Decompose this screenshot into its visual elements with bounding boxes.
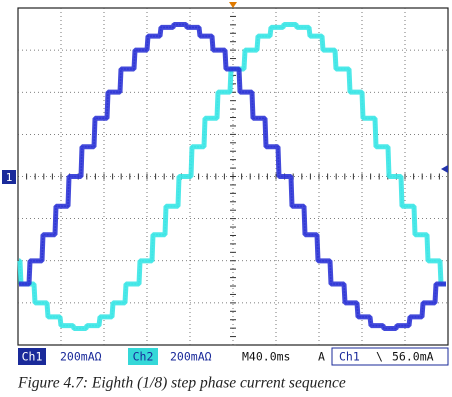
trigger-mode: A bbox=[318, 350, 325, 364]
trigger-source: Ch1 bbox=[339, 350, 360, 364]
channel-marker: 1 bbox=[6, 171, 13, 184]
ch2-scale: 200mAΩ bbox=[170, 350, 212, 364]
status-bar: Ch1 200mAΩ Ch2 200mAΩ M40.0ms A Ch1 \ 56… bbox=[18, 348, 448, 365]
ch2-label: Ch2 bbox=[133, 350, 154, 364]
trigger-position-marker bbox=[229, 2, 237, 8]
page: 1 Ch1 200mAΩ Ch2 200mAΩ M40.0ms A Ch1 \ … bbox=[0, 0, 452, 397]
timebase: M40.0ms bbox=[242, 350, 290, 364]
figure-caption: Figure 4.7: Eighth (1/8) step phase curr… bbox=[17, 375, 346, 392]
trigger-level: 56.0mA bbox=[392, 350, 434, 364]
trigger-slope: \ bbox=[376, 350, 383, 364]
ch1-label: Ch1 bbox=[22, 350, 43, 364]
ch1-scale: 200mAΩ bbox=[60, 350, 102, 364]
